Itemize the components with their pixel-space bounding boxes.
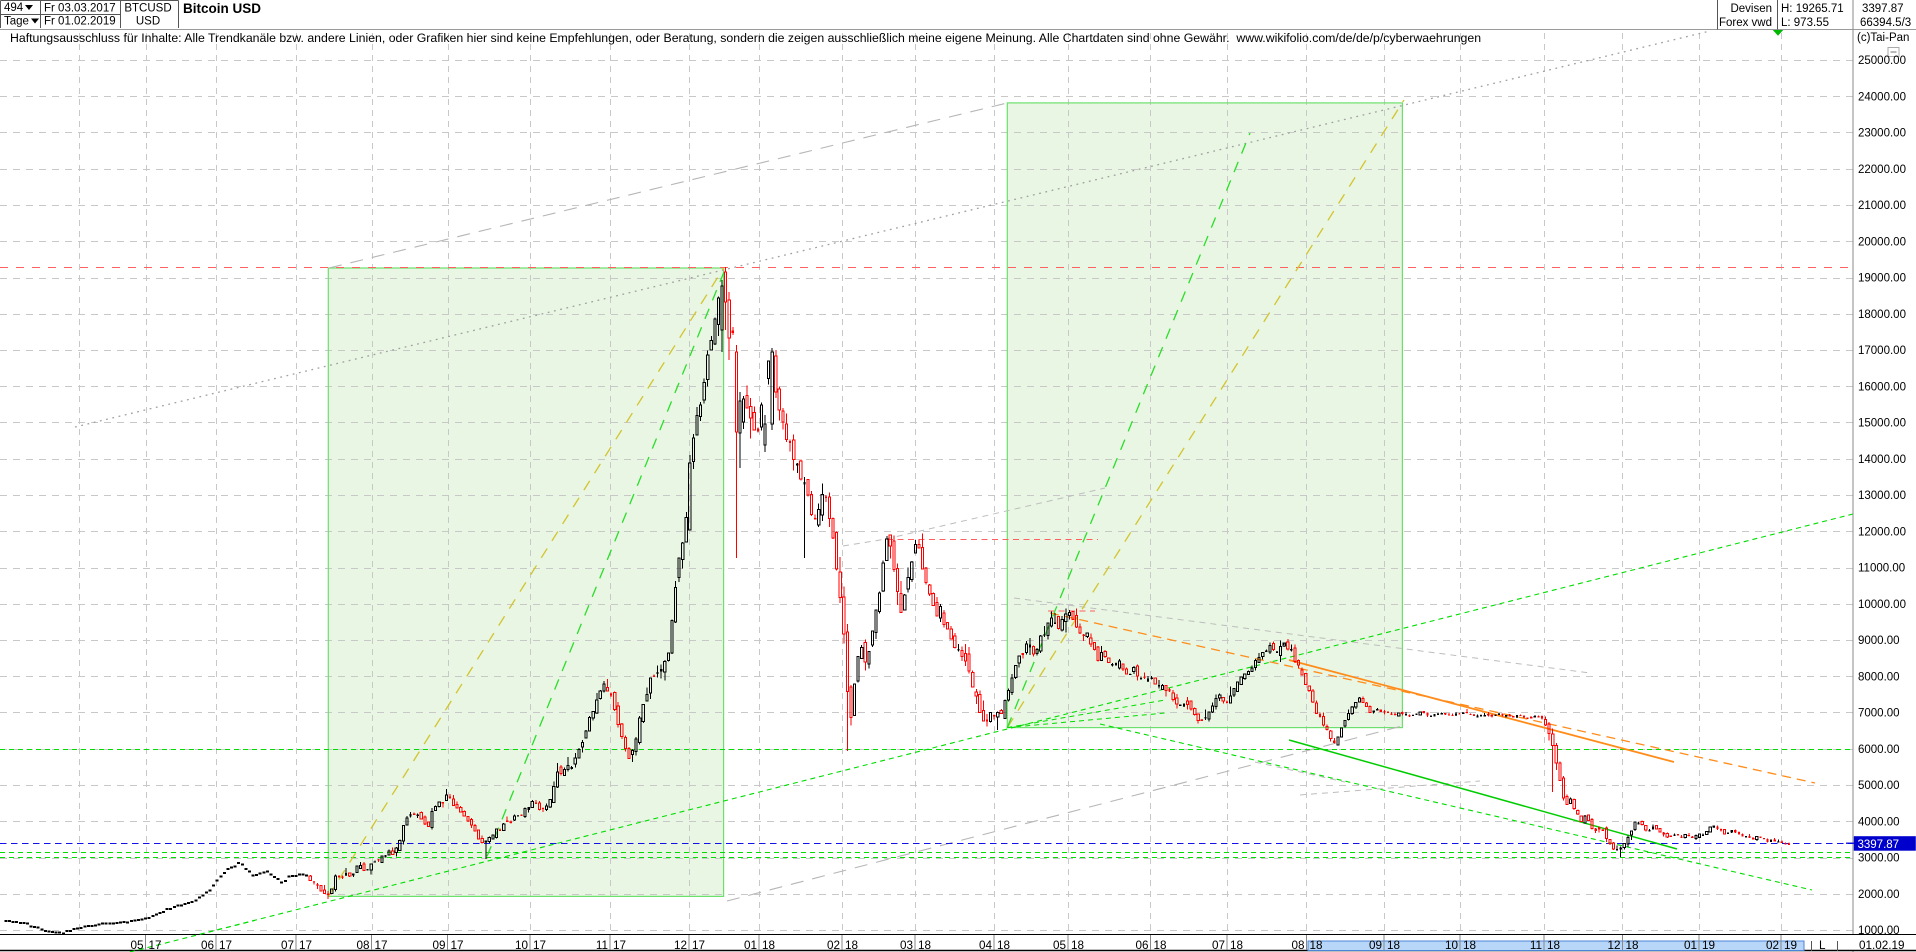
svg-text:17: 17: [613, 939, 626, 952]
svg-text:14000.00: 14000.00: [1858, 454, 1906, 466]
svg-text:09: 09: [432, 939, 445, 952]
svg-text:11: 11: [596, 939, 608, 952]
svg-text:08: 08: [1291, 939, 1304, 952]
svg-text:17: 17: [692, 939, 705, 952]
svg-text:17: 17: [149, 939, 162, 952]
svg-text:6000.00: 6000.00: [1858, 744, 1900, 756]
svg-text:18: 18: [1626, 939, 1639, 952]
svg-text:9000.00: 9000.00: [1858, 635, 1900, 647]
svg-text:18000.00: 18000.00: [1858, 309, 1906, 321]
svg-text:17000.00: 17000.00: [1858, 345, 1906, 357]
svg-text:(c)Tai-Pan: (c)Tai-Pan: [1857, 32, 1909, 44]
svg-text:19: 19: [1784, 939, 1797, 952]
svg-text:17: 17: [299, 939, 312, 952]
svg-text:17: 17: [375, 939, 388, 952]
svg-text:18: 18: [1387, 939, 1400, 952]
svg-text:07: 07: [281, 939, 294, 952]
svg-text:18: 18: [918, 939, 931, 952]
svg-text:Forex vwd: Forex vwd: [1719, 17, 1772, 29]
svg-text:06: 06: [201, 939, 214, 952]
svg-text:18: 18: [1310, 939, 1323, 952]
svg-text:23000.00: 23000.00: [1858, 128, 1906, 140]
svg-text:11: 11: [1530, 939, 1542, 952]
svg-text:18: 18: [1547, 939, 1560, 952]
svg-text:5000.00: 5000.00: [1858, 780, 1900, 792]
svg-text:L: 973.55: L: 973.55: [1781, 17, 1829, 29]
svg-text:24000.00: 24000.00: [1858, 91, 1906, 103]
svg-text:22000.00: 22000.00: [1858, 164, 1906, 176]
svg-text:02: 02: [1766, 939, 1779, 952]
svg-text:7000.00: 7000.00: [1858, 708, 1900, 720]
svg-text:05: 05: [1053, 939, 1067, 952]
svg-text:10000.00: 10000.00: [1858, 599, 1906, 611]
svg-text:15000.00: 15000.00: [1858, 418, 1906, 430]
svg-text:18: 18: [762, 939, 775, 952]
svg-text:25000.00: 25000.00: [1858, 55, 1906, 67]
svg-text:17: 17: [533, 939, 546, 952]
svg-text:10: 10: [515, 939, 529, 952]
svg-text:03: 03: [900, 939, 913, 952]
svg-text:Fr 03.03.2017: Fr 03.03.2017: [44, 3, 116, 15]
svg-text:Tage: Tage: [4, 16, 29, 28]
svg-text:01.02.19: 01.02.19: [1859, 939, 1905, 952]
svg-text:18: 18: [1071, 939, 1084, 952]
svg-text:66394.5/3: 66394.5/3: [1860, 17, 1911, 29]
svg-text:01: 01: [744, 939, 757, 952]
svg-text:12: 12: [674, 939, 687, 952]
svg-text:USD: USD: [136, 16, 160, 28]
svg-text:Devisen: Devisen: [1730, 3, 1772, 15]
svg-text:Haftungsausschluss für Inhalte: Haftungsausschluss für Inhalte: Alle Tre…: [10, 31, 1481, 45]
svg-text:08: 08: [356, 939, 369, 952]
svg-text:19: 19: [1702, 939, 1715, 952]
svg-text:L: L: [1819, 939, 1826, 952]
svg-text:12000.00: 12000.00: [1858, 526, 1906, 538]
svg-text:09: 09: [1369, 939, 1382, 952]
svg-text:11000.00: 11000.00: [1858, 563, 1905, 575]
svg-text:3397.87: 3397.87: [1858, 839, 1900, 851]
svg-text:18: 18: [1463, 939, 1476, 952]
svg-text:16000.00: 16000.00: [1858, 381, 1906, 393]
svg-text:3397.87: 3397.87: [1862, 3, 1904, 15]
svg-text:17: 17: [219, 939, 232, 952]
svg-text:18: 18: [1154, 939, 1167, 952]
svg-text:04: 04: [979, 939, 993, 952]
svg-text:12: 12: [1607, 939, 1620, 952]
svg-text:05: 05: [130, 939, 144, 952]
svg-text:13000.00: 13000.00: [1858, 490, 1906, 502]
svg-text:Fr 01.02.2019: Fr 01.02.2019: [44, 16, 116, 28]
svg-text:19000.00: 19000.00: [1858, 273, 1906, 285]
svg-text:494: 494: [4, 2, 24, 14]
svg-text:10: 10: [1445, 939, 1459, 952]
svg-text:8000.00: 8000.00: [1858, 671, 1900, 683]
svg-text:3000.00: 3000.00: [1858, 853, 1900, 865]
svg-text:H: 19265.71: H: 19265.71: [1781, 3, 1844, 15]
svg-text:18: 18: [997, 939, 1010, 952]
svg-text:20000.00: 20000.00: [1858, 236, 1906, 248]
svg-text:Bitcoin USD: Bitcoin USD: [183, 1, 261, 16]
svg-text:18: 18: [1230, 939, 1243, 952]
svg-text:06: 06: [1135, 939, 1148, 952]
svg-text:01: 01: [1684, 939, 1697, 952]
svg-text:07: 07: [1212, 939, 1225, 952]
svg-text:17: 17: [451, 939, 464, 952]
svg-text:4000.00: 4000.00: [1858, 816, 1900, 828]
svg-text:02: 02: [827, 939, 840, 952]
svg-text:21000.00: 21000.00: [1858, 200, 1906, 212]
svg-text:18: 18: [845, 939, 858, 952]
svg-text:BTCUSD: BTCUSD: [124, 3, 171, 15]
svg-text:2000.00: 2000.00: [1858, 889, 1900, 901]
